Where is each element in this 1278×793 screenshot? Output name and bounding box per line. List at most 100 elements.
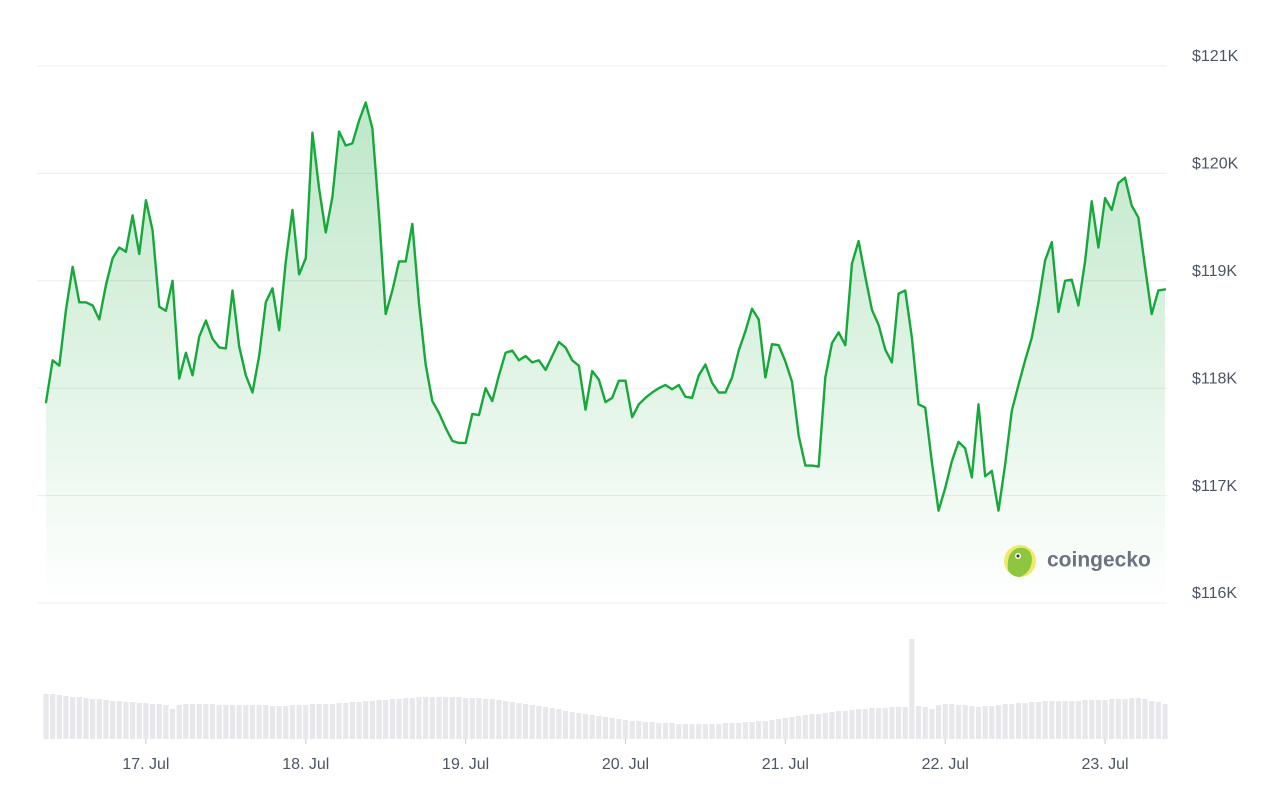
volume-bar — [596, 716, 602, 739]
volume-bar — [269, 706, 276, 739]
volume-bar — [1102, 700, 1108, 739]
volume-bar — [229, 705, 236, 739]
volume-bar — [1009, 704, 1015, 739]
volume-bar — [243, 705, 249, 739]
volume-bar — [822, 713, 828, 739]
volume-bar — [629, 721, 635, 739]
volume-bar — [436, 697, 442, 739]
volume-bar — [369, 701, 375, 739]
volume-bar — [149, 704, 156, 739]
volume-bar — [782, 718, 788, 739]
series — [44, 101, 1167, 604]
volume-bar — [363, 701, 369, 739]
volume-bar — [1029, 702, 1035, 739]
logo-pupil — [1016, 554, 1020, 558]
volume-bar — [682, 724, 689, 739]
volume-bar — [509, 702, 515, 739]
volume-bar — [389, 699, 395, 739]
volume-bar — [76, 697, 82, 739]
volume-bar — [609, 718, 615, 739]
volume-bar — [103, 700, 109, 739]
volume-bar — [729, 723, 735, 739]
axes: $116K $117K $118K $119K $120K $121K 17. Jul 18.… — [122, 48, 1238, 773]
volume-bar — [756, 721, 762, 739]
volume-bar — [1109, 699, 1115, 739]
volume-bar — [995, 705, 1002, 739]
volume-bar — [376, 700, 382, 739]
volume-bar — [789, 717, 795, 739]
watermark: coingecko — [1004, 545, 1151, 577]
volume-bar — [776, 719, 782, 739]
volume-bar — [463, 698, 469, 739]
volume-bar — [50, 694, 56, 739]
volume-bar — [722, 723, 728, 739]
volume-bar — [329, 704, 336, 739]
volume-bar — [1122, 699, 1128, 739]
volume-bar — [929, 709, 935, 739]
volume-bar — [1089, 700, 1095, 739]
volume-bar — [223, 705, 229, 739]
volume-bar — [1075, 701, 1082, 739]
volume-bar — [476, 698, 482, 739]
volume-bar — [163, 705, 169, 739]
y-tick-label: $119K — [1192, 263, 1237, 280]
x-tick-label: 18. Jul — [282, 756, 329, 773]
volume-bar — [43, 694, 49, 739]
y-tick-label: $117K — [1192, 478, 1237, 495]
volume-bar — [423, 697, 429, 739]
volume-bar — [849, 710, 855, 739]
volume-bar — [349, 702, 355, 739]
volume-bar — [96, 699, 102, 739]
volume-bar — [942, 704, 948, 739]
volume-bar — [1042, 701, 1048, 739]
volume-bar — [882, 708, 888, 739]
volume-bar — [303, 705, 309, 739]
volume-bar — [1022, 703, 1028, 739]
x-tick-label: 17. Jul — [122, 756, 169, 773]
volume-bar — [70, 697, 76, 739]
volume-bar — [1115, 699, 1121, 739]
volume-bar — [456, 697, 462, 739]
volume-bar — [56, 695, 62, 739]
y-tick-label: $121K — [1192, 48, 1239, 65]
volume-bar — [676, 724, 682, 739]
volume-bar — [1049, 701, 1055, 739]
volume-bar — [702, 724, 709, 739]
volume-bar — [522, 704, 529, 739]
volume-bar — [256, 705, 262, 739]
volume-bar — [536, 706, 542, 739]
volume-bar — [263, 705, 269, 739]
watermark-text: coingecko — [1047, 549, 1151, 572]
volume-bar — [802, 715, 808, 739]
volume-bar — [489, 699, 495, 739]
volume-bar — [642, 722, 649, 739]
volume-bar — [962, 705, 968, 739]
volume-bar — [136, 703, 142, 739]
volume-bar — [762, 721, 768, 739]
volume-bar — [289, 705, 296, 739]
volume-bar — [1142, 699, 1148, 739]
volume-bar — [902, 707, 908, 739]
x-tick-label: 20. Jul — [602, 756, 649, 773]
volume-bar — [989, 706, 995, 739]
volume-bar — [1055, 701, 1062, 739]
volume-bar — [209, 704, 216, 739]
volume-bar — [176, 705, 182, 739]
volume-bar — [549, 708, 555, 739]
volume-bar — [283, 706, 289, 739]
volume-bar — [709, 724, 715, 739]
volume-bar — [1095, 700, 1101, 739]
volume-bar — [662, 723, 669, 739]
y-tick-label: $120K — [1192, 156, 1239, 173]
volume-bar — [336, 703, 342, 739]
volume-bar — [576, 713, 582, 739]
volume-bar — [829, 712, 835, 739]
volume-bar — [909, 639, 915, 739]
volume-bar — [689, 724, 695, 739]
x-tick-label: 23. Jul — [1081, 756, 1128, 773]
volume-bar — [889, 707, 895, 739]
volume-bar — [915, 706, 922, 739]
x-tick-label: 19. Jul — [442, 756, 489, 773]
volume-bar — [529, 705, 535, 739]
volume-bar — [895, 707, 902, 739]
